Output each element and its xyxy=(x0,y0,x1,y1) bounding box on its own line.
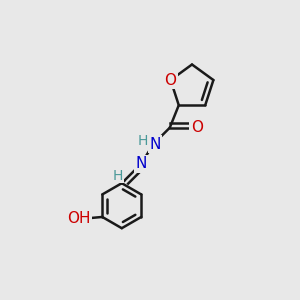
Text: N: N xyxy=(149,137,160,152)
Text: N: N xyxy=(136,156,147,171)
Text: O: O xyxy=(165,73,177,88)
Text: H: H xyxy=(113,169,123,183)
Text: OH: OH xyxy=(68,211,91,226)
Text: O: O xyxy=(191,120,203,135)
Text: H: H xyxy=(137,134,148,148)
